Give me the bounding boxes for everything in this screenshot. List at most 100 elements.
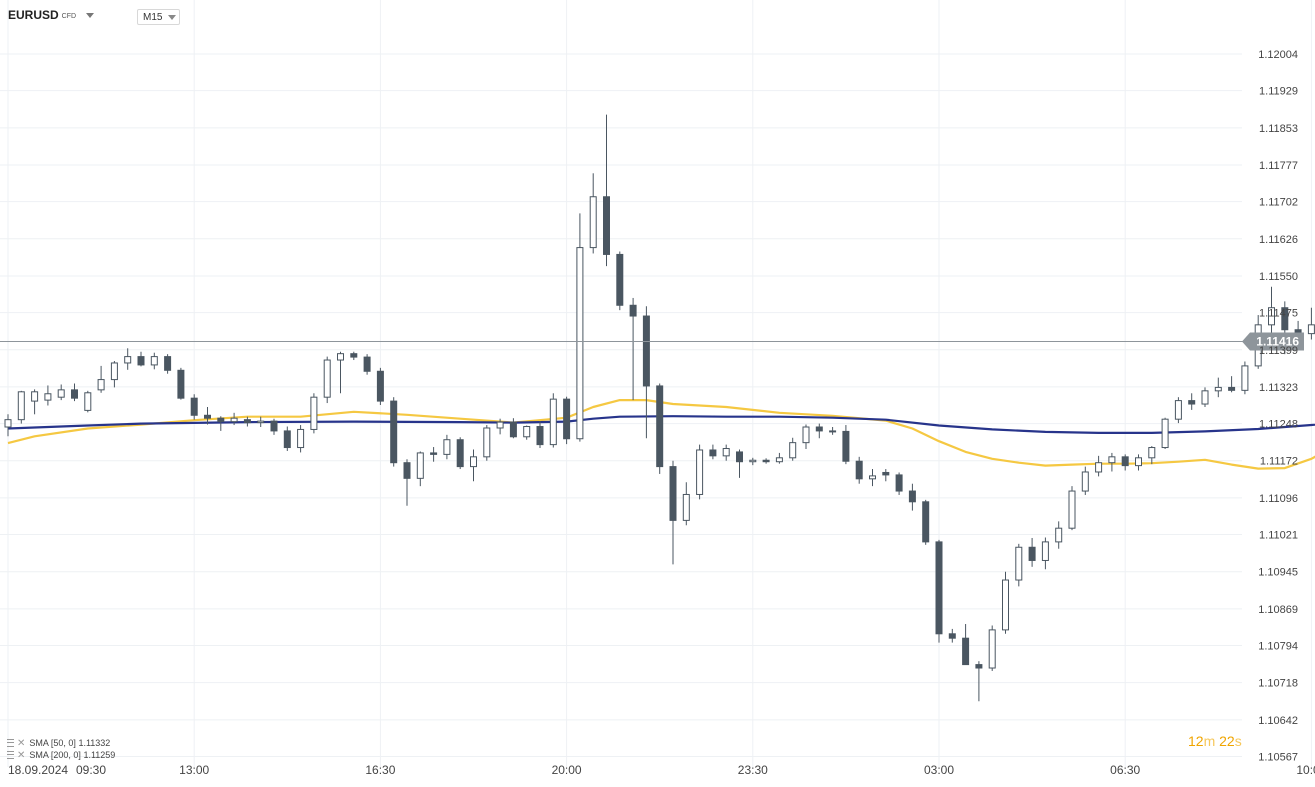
y-axis: 1.12004 1.11929 1.11853 1.11777 1.11702 1.116… xyxy=(1258,49,1298,764)
candle xyxy=(1081,466,1089,495)
candle xyxy=(1268,286,1275,335)
x-tick-label: 16:30 xyxy=(365,763,395,777)
candle-body xyxy=(217,417,225,423)
candle xyxy=(855,456,863,484)
sma200-value: 1.11259 xyxy=(83,750,116,760)
settings-icon[interactable] xyxy=(7,739,14,747)
candle-body xyxy=(1041,541,1049,561)
symbol-label[interactable]: EURUSD xyxy=(8,8,59,22)
candle-body xyxy=(629,304,637,317)
close-icon[interactable]: ✕ xyxy=(17,749,26,761)
chevron-down-icon xyxy=(168,15,177,20)
candle-body xyxy=(948,633,956,639)
symbol-dropdown-icon[interactable] xyxy=(86,13,95,18)
candle-body xyxy=(962,637,970,666)
candle xyxy=(603,114,610,267)
y-tick-label: 1.11626 xyxy=(1259,234,1298,246)
timer-seconds: 22 xyxy=(1219,733,1235,749)
candle-body xyxy=(350,353,358,358)
y-tick-label: 1.10794 xyxy=(1258,641,1298,653)
candle xyxy=(124,348,132,370)
candle-body xyxy=(682,493,690,521)
candle-body xyxy=(1188,400,1196,405)
candle xyxy=(1121,454,1129,471)
candle xyxy=(749,457,757,466)
y-tick-label: 1.10567 xyxy=(1258,752,1298,764)
candle xyxy=(1002,571,1009,634)
candle xyxy=(97,365,105,393)
candle xyxy=(4,414,12,437)
x-tick-label: 10:00 xyxy=(1296,763,1315,777)
candle xyxy=(563,396,571,445)
candle-body xyxy=(975,664,983,669)
candle-body xyxy=(536,426,544,446)
timer-minutes: 12 xyxy=(1188,733,1204,749)
candle-body xyxy=(137,356,145,366)
candle-body xyxy=(789,442,797,459)
candle-body xyxy=(483,427,491,458)
candle xyxy=(1015,543,1023,587)
candle-body xyxy=(642,315,650,387)
candle-body xyxy=(922,501,930,543)
candle xyxy=(709,444,717,460)
y-tick-label: 1.11096 xyxy=(1259,493,1298,505)
candle-body xyxy=(230,417,238,423)
timeframe-select[interactable]: M15 xyxy=(137,9,180,25)
candle xyxy=(350,351,358,361)
candle-body xyxy=(496,421,504,429)
y-tick-label: 1.12004 xyxy=(1258,49,1298,61)
candle xyxy=(1241,361,1249,395)
x-tick-label: 18.09.2024 xyxy=(8,763,68,777)
candle-body xyxy=(855,460,863,480)
candle xyxy=(629,297,637,401)
candle xyxy=(815,423,823,439)
candle xyxy=(549,393,557,448)
candle xyxy=(922,499,930,545)
candle-body xyxy=(722,448,730,457)
candle-body xyxy=(150,356,158,366)
y-tick-label: 1.11021 xyxy=(1259,530,1298,542)
candle xyxy=(1148,446,1156,465)
settings-icon[interactable] xyxy=(7,751,14,759)
chart-header: EURUSD CFD xyxy=(8,8,95,22)
candle-body xyxy=(310,396,318,430)
candle-body xyxy=(363,356,371,372)
candle xyxy=(164,354,172,374)
candle xyxy=(403,459,411,506)
candle xyxy=(775,452,783,464)
candle xyxy=(137,351,145,367)
candle xyxy=(1307,307,1315,340)
candle-body xyxy=(802,426,810,444)
candle-body xyxy=(1214,386,1222,392)
candle xyxy=(57,384,65,401)
candle-body xyxy=(4,419,12,428)
close-icon[interactable]: ✕ xyxy=(17,737,26,749)
candle xyxy=(1041,537,1049,570)
candle-body xyxy=(696,449,704,495)
candle xyxy=(71,383,78,402)
candle xyxy=(962,624,970,666)
x-tick-label: 20:00 xyxy=(552,763,582,777)
timer-seconds-unit: s xyxy=(1234,733,1242,749)
candle-body xyxy=(842,430,850,462)
candle-body xyxy=(456,439,464,468)
sma50-name: SMA [50, 0] xyxy=(29,738,76,748)
candle-body xyxy=(549,398,557,446)
candle-body xyxy=(616,253,624,306)
candle-body xyxy=(110,362,118,381)
sma-50-layer xyxy=(7,399,1315,470)
y-tick-label: 1.11550 xyxy=(1259,271,1298,283)
candle-body xyxy=(908,490,916,503)
candle-body xyxy=(1068,490,1076,529)
candle-body xyxy=(243,419,251,424)
candle-body xyxy=(1121,456,1129,467)
candle xyxy=(110,361,118,388)
candle xyxy=(323,356,331,404)
y-tick-label: 1.11399 xyxy=(1259,345,1298,357)
indicator-legend: ✕ SMA [50, 0] 1.11332 ✕ SMA [200, 0] 1.1… xyxy=(7,737,115,761)
y-tick-label: 1.10718 xyxy=(1258,678,1298,690)
candle xyxy=(789,437,797,461)
candle xyxy=(722,444,730,461)
candle xyxy=(1055,521,1063,549)
